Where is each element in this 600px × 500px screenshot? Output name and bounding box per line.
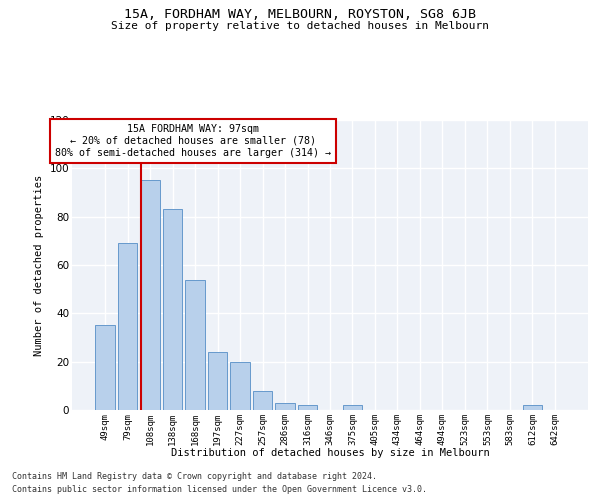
Bar bbox=[275, 403, 295, 410]
Bar bbox=[163, 210, 182, 410]
Bar bbox=[118, 244, 137, 410]
Bar bbox=[343, 405, 362, 410]
Bar bbox=[95, 326, 115, 410]
Bar bbox=[253, 390, 272, 410]
Bar bbox=[230, 362, 250, 410]
Bar bbox=[298, 405, 317, 410]
Text: Contains HM Land Registry data © Crown copyright and database right 2024.: Contains HM Land Registry data © Crown c… bbox=[12, 472, 377, 481]
Y-axis label: Number of detached properties: Number of detached properties bbox=[34, 174, 44, 356]
Text: Contains public sector information licensed under the Open Government Licence v3: Contains public sector information licen… bbox=[12, 485, 427, 494]
Bar bbox=[208, 352, 227, 410]
Bar bbox=[523, 405, 542, 410]
Text: 15A FORDHAM WAY: 97sqm
← 20% of detached houses are smaller (78)
80% of semi-det: 15A FORDHAM WAY: 97sqm ← 20% of detached… bbox=[55, 124, 331, 158]
Bar bbox=[185, 280, 205, 410]
Bar bbox=[140, 180, 160, 410]
Text: Size of property relative to detached houses in Melbourn: Size of property relative to detached ho… bbox=[111, 21, 489, 31]
Text: 15A, FORDHAM WAY, MELBOURN, ROYSTON, SG8 6JB: 15A, FORDHAM WAY, MELBOURN, ROYSTON, SG8… bbox=[124, 8, 476, 20]
Text: Distribution of detached houses by size in Melbourn: Distribution of detached houses by size … bbox=[170, 448, 490, 458]
